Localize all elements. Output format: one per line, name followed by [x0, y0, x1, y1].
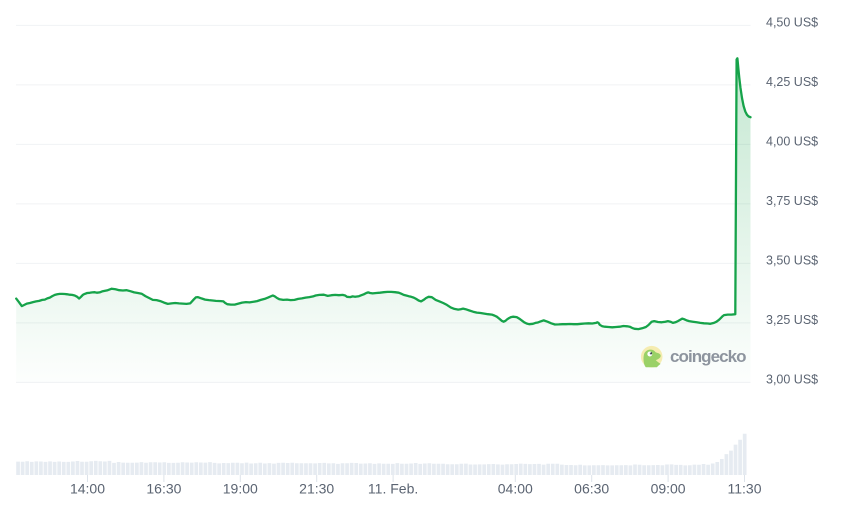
svg-text:21:30: 21:30	[299, 481, 334, 497]
svg-text:06:30: 06:30	[574, 481, 609, 497]
svg-text:coingecko: coingecko	[670, 347, 746, 366]
svg-text:14:00: 14:00	[70, 481, 105, 497]
svg-text:3,00 US$: 3,00 US$	[766, 372, 818, 386]
svg-text:16:30: 16:30	[146, 481, 181, 497]
svg-text:19:00: 19:00	[223, 481, 258, 497]
svg-text:3,50 US$: 3,50 US$	[766, 253, 818, 267]
svg-text:4,50 US$: 4,50 US$	[766, 15, 818, 29]
svg-text:4,25 US$: 4,25 US$	[766, 75, 818, 89]
svg-text:11:30: 11:30	[728, 481, 762, 497]
svg-text:09:00: 09:00	[651, 481, 686, 497]
svg-text:04:00: 04:00	[498, 481, 533, 497]
svg-text:3,75 US$: 3,75 US$	[766, 194, 818, 208]
svg-text:4,00 US$: 4,00 US$	[766, 134, 818, 148]
svg-text:11. Feb.: 11. Feb.	[368, 481, 418, 497]
svg-text:3,25 US$: 3,25 US$	[766, 313, 818, 327]
